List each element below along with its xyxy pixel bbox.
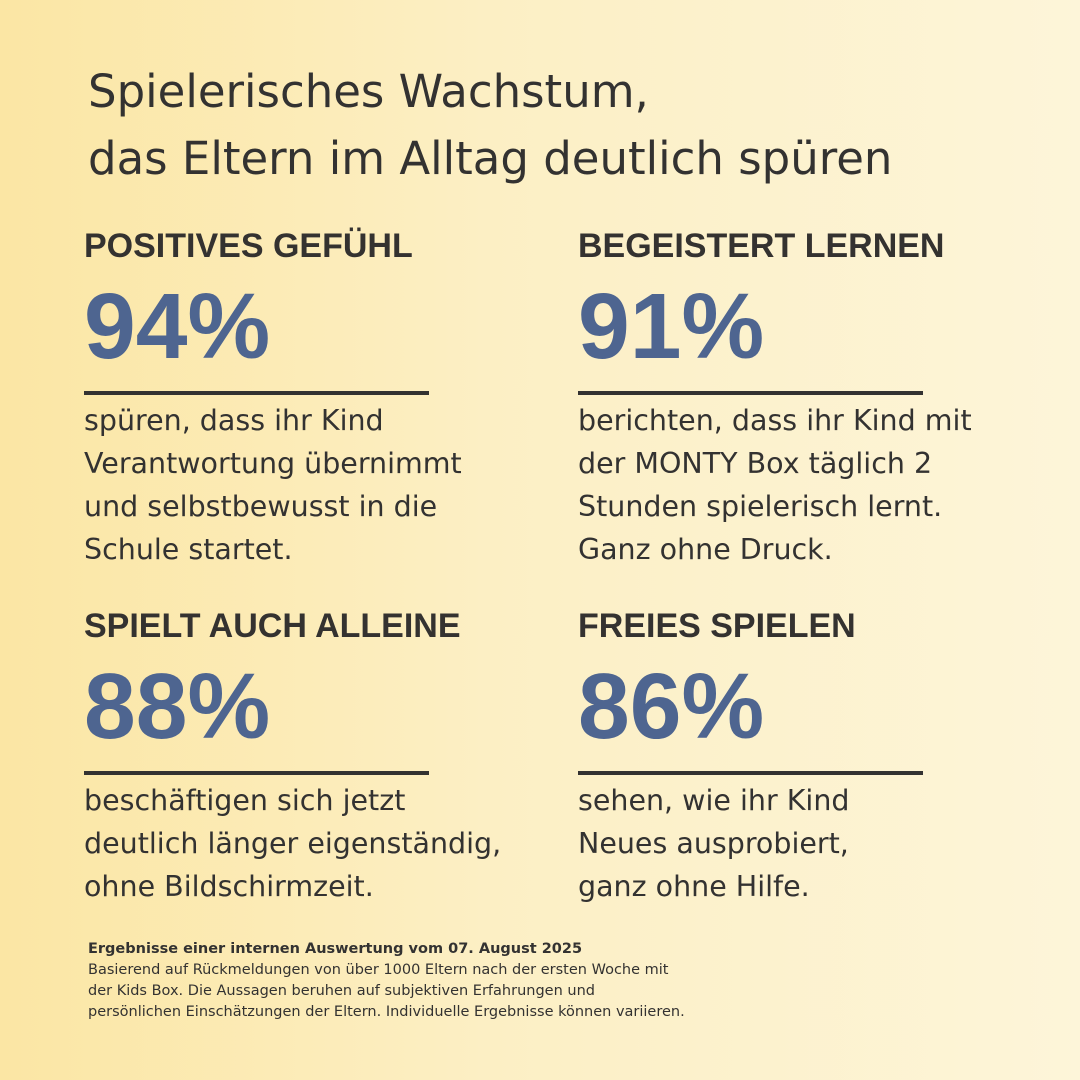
stat-freies-spielen: FREIES SPIELEN 86% sehen, wie ihr Kind N… [578,606,1048,908]
page-title-line-2: das Eltern im Alltag deutlich spüren [88,132,893,185]
stat-description-line: ohne Bildschirmzeit. [84,870,374,903]
stat-description: beschäftigen sich jetzt deutlich länger … [84,779,554,908]
stat-description-line: der MONTY Box täglich 2 [578,447,933,480]
page-title-line-1: Spielerisches Wachstum, [88,65,649,118]
stat-spielt-auch-alleine: SPIELT AUCH ALLEINE 88% beschäftigen sic… [84,606,554,908]
footnote-title: Ergebnisse einer internen Auswertung vom… [88,941,583,957]
stat-percentage: 88% [84,654,271,758]
stat-description-line: sehen, wie ihr Kind [578,784,850,817]
stat-begeistert-lernen: BEGEISTERT LERNEN 91% berichten, dass ih… [578,226,1048,571]
footnote: Ergebnisse einer internen Auswertung vom… [88,939,788,1023]
stat-percentage: 91% [578,274,765,378]
stat-divider [84,391,429,395]
stat-description-line: deutlich länger eigenständig, [84,827,502,860]
stat-percentage: 86% [578,654,765,758]
stat-description-line: und selbstbewusst in die [84,490,438,523]
page-title: Spielerisches Wachstum, das Eltern im Al… [88,58,892,192]
stat-description: sehen, wie ihr Kind Neues ausprobiert, g… [578,779,1048,908]
stat-title: FREIES SPIELEN [578,607,856,645]
stat-description-line: Schule startet. [84,533,293,566]
stat-description-line: Stunden spielerisch lernt. [578,490,943,523]
stat-description-line: beschäftigen sich jetzt [84,784,406,817]
stat-divider [578,771,923,775]
footnote-line: persönlichen Einschätzungen der Eltern. … [88,1004,685,1020]
stat-description-line: spüren, dass ihr Kind [84,404,384,437]
footnote-line: Basierend auf Rückmeldungen von über 100… [88,962,669,978]
stat-title: BEGEISTERT LERNEN [578,227,945,265]
stat-description: berichten, dass ihr Kind mit der MONTY B… [578,399,1048,571]
stat-title: POSITIVES GEFÜHL [84,227,413,265]
stat-description-line: Verantwortung übernimmt [84,447,462,480]
stat-percentage: 94% [84,274,271,378]
stat-positives-gefuehl: POSITIVES GEFÜHL 94% spüren, dass ihr Ki… [84,226,554,571]
footnote-line: der Kids Box. Die Aussagen beruhen auf s… [88,983,595,999]
stat-divider [578,391,923,395]
stat-description-line: ganz ohne Hilfe. [578,870,810,903]
stat-description-line: Neues ausprobiert, [578,827,849,860]
stat-divider [84,771,429,775]
stat-description: spüren, dass ihr Kind Verantwortung über… [84,399,554,571]
stat-description-line: berichten, dass ihr Kind mit [578,404,972,437]
stat-title: SPIELT AUCH ALLEINE [84,607,461,645]
stat-description-line: Ganz ohne Druck. [578,533,833,566]
